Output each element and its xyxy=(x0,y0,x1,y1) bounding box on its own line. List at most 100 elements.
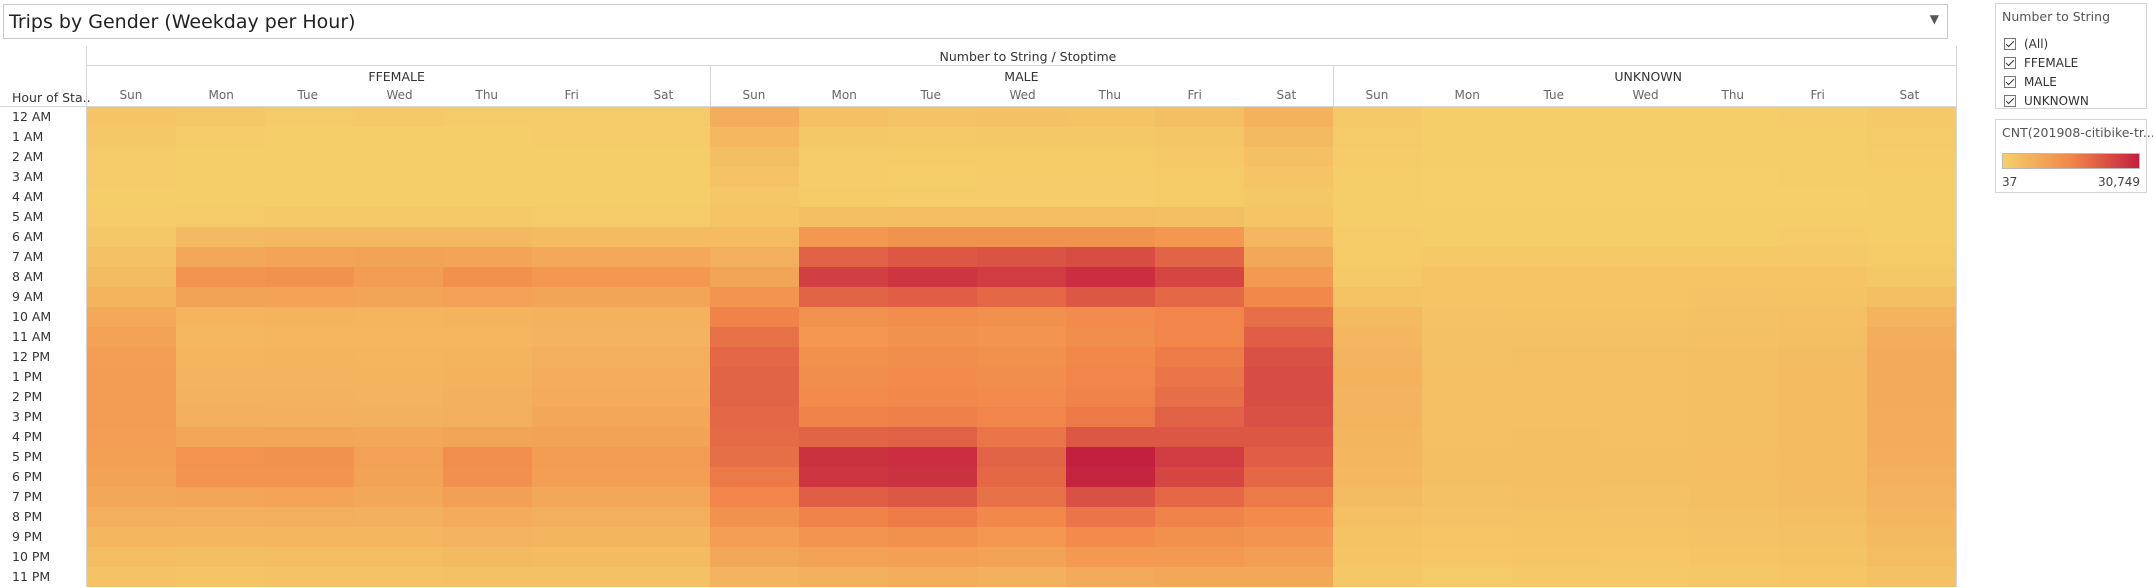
heatmap-cell[interactable] xyxy=(1066,247,1155,267)
heatmap-cell[interactable] xyxy=(1333,527,1422,547)
heatmap-cell[interactable] xyxy=(1600,247,1689,267)
heatmap-cell[interactable] xyxy=(1422,307,1511,327)
heatmap-cell[interactable] xyxy=(354,547,443,567)
heatmap-cell[interactable] xyxy=(1333,187,1422,207)
heatmap-cell[interactable] xyxy=(1511,327,1600,347)
heatmap-cell[interactable] xyxy=(1422,147,1511,167)
heatmap-cell[interactable] xyxy=(1333,267,1422,287)
heatmap-cell[interactable] xyxy=(532,347,621,367)
heatmap-cell[interactable] xyxy=(977,387,1066,407)
heatmap-cell[interactable] xyxy=(354,287,443,307)
heatmap-cell[interactable] xyxy=(710,347,799,367)
heatmap-cell[interactable] xyxy=(1244,267,1333,287)
heatmap-cell[interactable] xyxy=(1867,347,1956,367)
heatmap-cell[interactable] xyxy=(1066,547,1155,567)
heatmap-cell[interactable] xyxy=(1244,247,1333,267)
heatmap-cell[interactable] xyxy=(1422,267,1511,287)
heatmap-cell[interactable] xyxy=(1333,167,1422,187)
heatmap-cell[interactable] xyxy=(1600,167,1689,187)
heatmap-cell[interactable] xyxy=(799,267,888,287)
heatmap-cell[interactable] xyxy=(1867,147,1956,167)
heatmap-cell[interactable] xyxy=(799,507,888,527)
heatmap-cell[interactable] xyxy=(87,147,176,167)
heatmap-cell[interactable] xyxy=(443,307,532,327)
heatmap-cell[interactable] xyxy=(710,467,799,487)
heatmap-cell[interactable] xyxy=(1689,427,1778,447)
heatmap-cell[interactable] xyxy=(1155,567,1244,587)
heatmap-cell[interactable] xyxy=(710,427,799,447)
heatmap-cell[interactable] xyxy=(888,367,977,387)
heatmap-cell[interactable] xyxy=(176,387,265,407)
heatmap-cell[interactable] xyxy=(1867,167,1956,187)
heatmap-cell[interactable] xyxy=(1600,447,1689,467)
heatmap-cell[interactable] xyxy=(265,107,354,127)
heatmap-cell[interactable] xyxy=(176,427,265,447)
heatmap-cell[interactable] xyxy=(1244,427,1333,447)
heatmap-cell[interactable] xyxy=(977,407,1066,427)
heatmap-cell[interactable] xyxy=(443,247,532,267)
heatmap-cell[interactable] xyxy=(1511,387,1600,407)
heatmap-cell[interactable] xyxy=(1600,207,1689,227)
heatmap-cell[interactable] xyxy=(1867,527,1956,547)
heatmap-cell[interactable] xyxy=(1333,147,1422,167)
heatmap-cell[interactable] xyxy=(87,567,176,587)
heatmap-cell[interactable] xyxy=(87,207,176,227)
heatmap-cell[interactable] xyxy=(977,147,1066,167)
heatmap-cell[interactable] xyxy=(1422,167,1511,187)
heatmap-cell[interactable] xyxy=(710,407,799,427)
heatmap-cell[interactable] xyxy=(443,447,532,467)
heatmap-cell[interactable] xyxy=(1689,247,1778,267)
heatmap-cell[interactable] xyxy=(1511,507,1600,527)
heatmap-cell[interactable] xyxy=(1155,507,1244,527)
checkbox-checked-icon[interactable] xyxy=(2004,75,2016,88)
heatmap-cell[interactable] xyxy=(1511,467,1600,487)
heatmap-cell[interactable] xyxy=(888,247,977,267)
heatmap-cell[interactable] xyxy=(176,407,265,427)
heatmap-cell[interactable] xyxy=(176,187,265,207)
heatmap-cell[interactable] xyxy=(799,207,888,227)
heatmap-cell[interactable] xyxy=(532,207,621,227)
heatmap-cell[interactable] xyxy=(443,367,532,387)
heatmap-cell[interactable] xyxy=(176,447,265,467)
heatmap-cell[interactable] xyxy=(621,127,710,147)
heatmap-cell[interactable] xyxy=(354,327,443,347)
heatmap-cell[interactable] xyxy=(888,307,977,327)
heatmap-cell[interactable] xyxy=(1511,427,1600,447)
heatmap-cell[interactable] xyxy=(1778,487,1867,507)
heatmap-cell[interactable] xyxy=(1066,187,1155,207)
heatmap-cell[interactable] xyxy=(1422,287,1511,307)
heatmap-cell[interactable] xyxy=(799,167,888,187)
heatmap-cell[interactable] xyxy=(1689,507,1778,527)
heatmap-cell[interactable] xyxy=(1333,427,1422,447)
heatmap-cell[interactable] xyxy=(87,427,176,447)
heatmap-cell[interactable] xyxy=(710,507,799,527)
heatmap-cell[interactable] xyxy=(799,367,888,387)
heatmap-cell[interactable] xyxy=(1689,327,1778,347)
heatmap-cell[interactable] xyxy=(710,447,799,467)
heatmap-cell[interactable] xyxy=(1600,487,1689,507)
heatmap-cell[interactable] xyxy=(888,527,977,547)
heatmap-cell[interactable] xyxy=(443,287,532,307)
heatmap-cell[interactable] xyxy=(710,187,799,207)
heatmap-cell[interactable] xyxy=(176,467,265,487)
heatmap-cell[interactable] xyxy=(799,487,888,507)
heatmap-cell[interactable] xyxy=(1066,307,1155,327)
heatmap-cell[interactable] xyxy=(1422,107,1511,127)
heatmap-cell[interactable] xyxy=(443,407,532,427)
heatmap-cell[interactable] xyxy=(1155,127,1244,147)
heatmap-cell[interactable] xyxy=(1066,447,1155,467)
heatmap-cell[interactable] xyxy=(1333,127,1422,147)
heatmap-cell[interactable] xyxy=(710,147,799,167)
heatmap-cell[interactable] xyxy=(532,367,621,387)
heatmap-cell[interactable] xyxy=(1155,427,1244,447)
heatmap-cell[interactable] xyxy=(1333,567,1422,587)
heatmap-cell[interactable] xyxy=(1778,227,1867,247)
heatmap-cell[interactable] xyxy=(1867,387,1956,407)
heatmap-cell[interactable] xyxy=(354,487,443,507)
heatmap-cell[interactable] xyxy=(1066,567,1155,587)
heatmap-cell[interactable] xyxy=(1867,367,1956,387)
heatmap-cell[interactable] xyxy=(977,427,1066,447)
heatmap-cell[interactable] xyxy=(799,547,888,567)
heatmap-cell[interactable] xyxy=(265,427,354,447)
heatmap-cell[interactable] xyxy=(443,347,532,367)
